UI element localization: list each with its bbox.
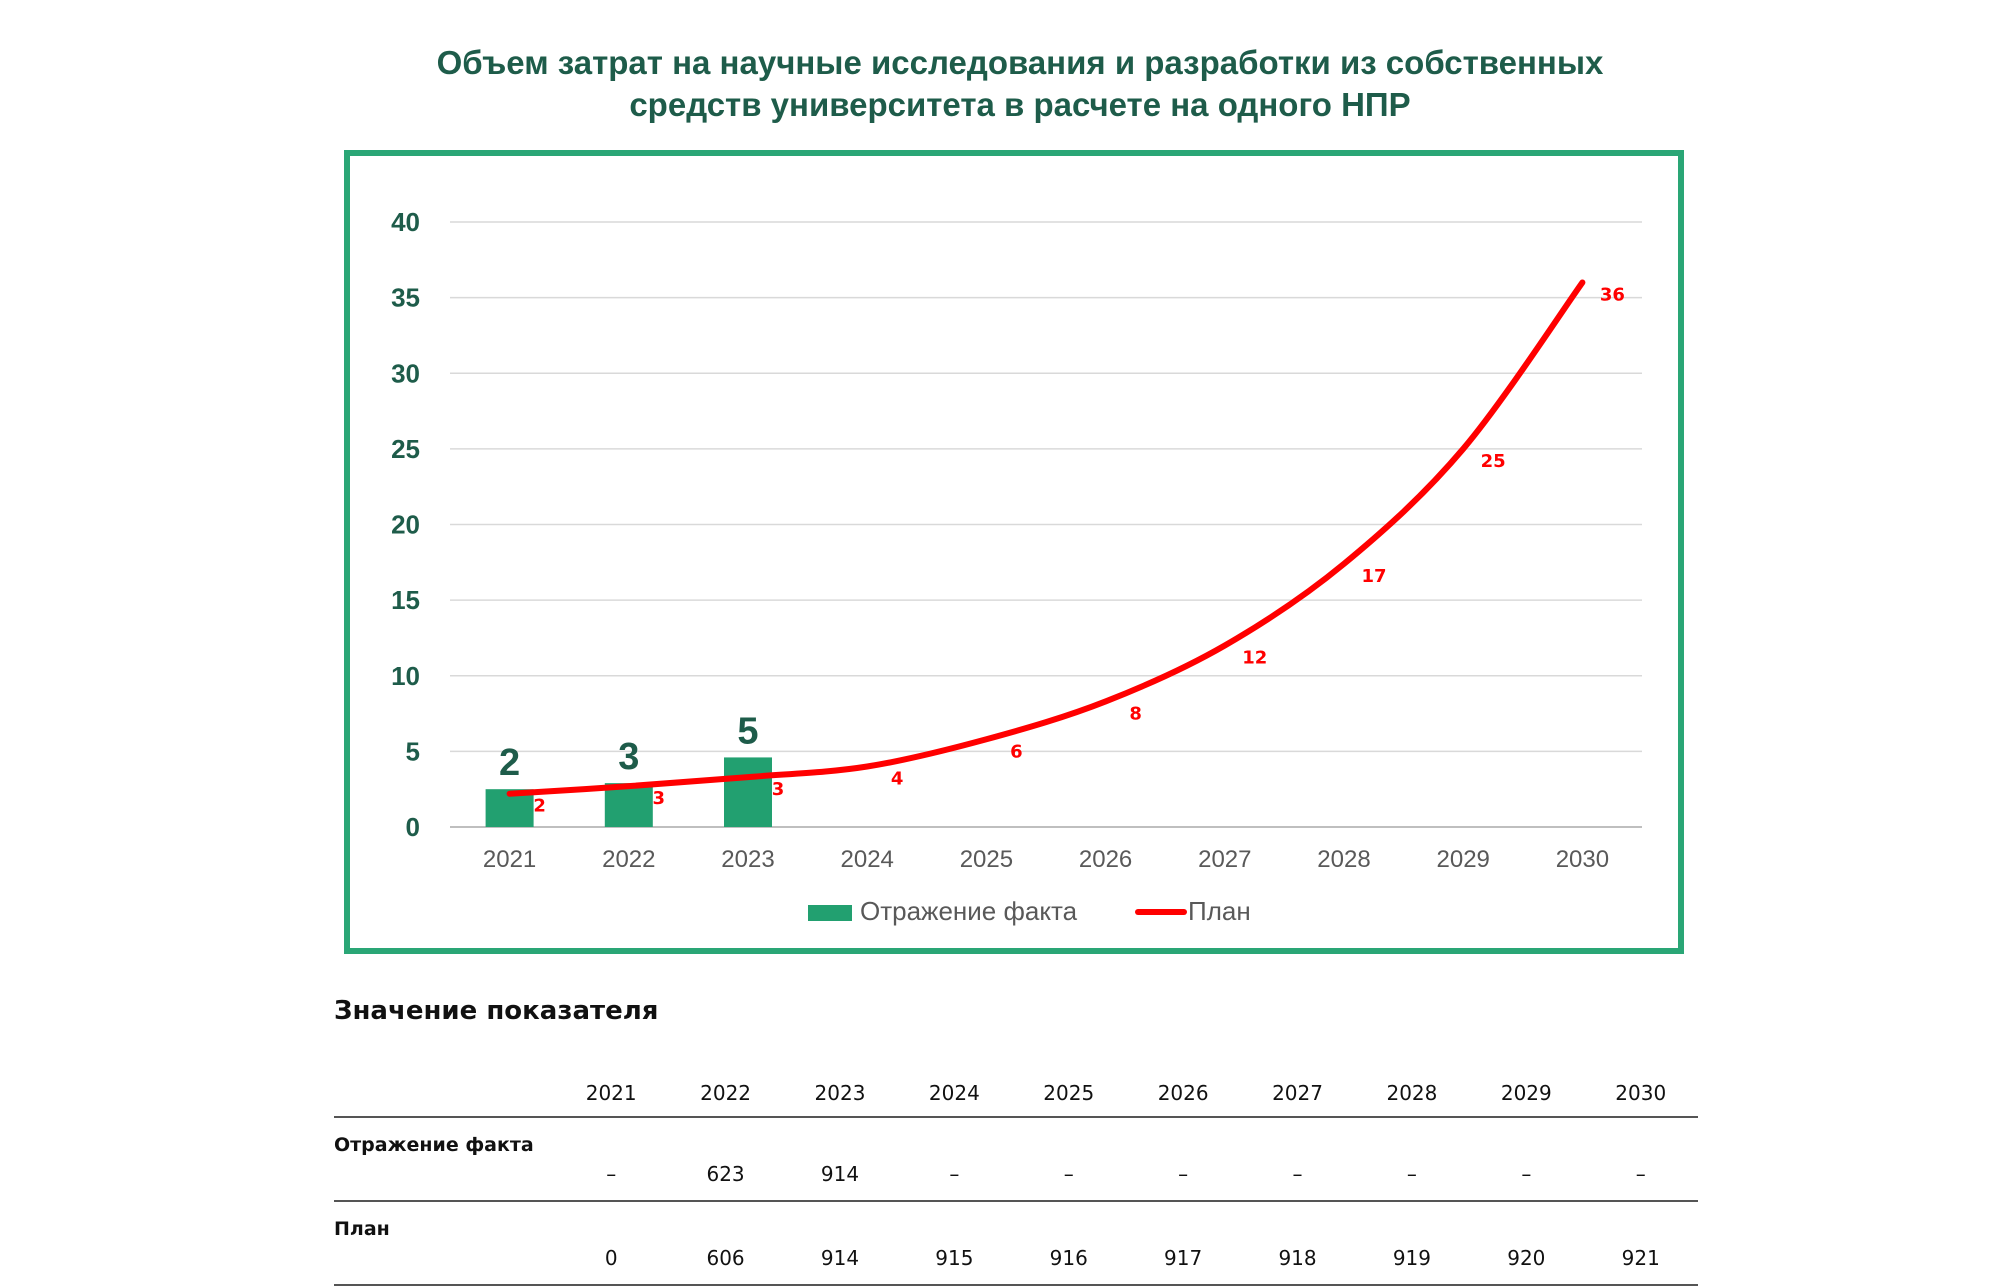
x-tick-label: 2022	[602, 846, 655, 873]
table-cell: –	[1011, 1116, 1126, 1201]
table-header-empty	[334, 1070, 554, 1117]
line-data-label: 2	[533, 796, 546, 817]
legend-label-fact: Отражение факта	[860, 896, 1078, 926]
table-header-year: 2021	[585, 1081, 637, 1105]
line-data-label: 25	[1481, 451, 1506, 472]
legend-swatch-fact	[808, 905, 852, 921]
chart-title-line-1: Объем затрат на научные исследования и р…	[436, 44, 1604, 81]
table-cell: –	[1354, 1116, 1470, 1201]
x-tick-label: 2023	[721, 846, 774, 873]
x-tick-label: 2029	[1437, 846, 1490, 873]
table-header-year: 2029	[1500, 1081, 1552, 1105]
bar-data-label: 2	[499, 742, 520, 784]
y-tick-label: 10	[391, 661, 420, 691]
bar-data-label: 5	[737, 710, 758, 752]
line-data-label: 36	[1600, 285, 1625, 306]
line-data-label: 3	[772, 779, 785, 800]
x-tick-label: 2024	[841, 846, 894, 873]
table-row: План 0 606 914 915 916 917 918 919 920 921	[334, 1200, 1698, 1286]
y-tick-label: 0	[406, 812, 420, 842]
y-axis: 0 5 10 15 20 25 30 35 40	[391, 207, 420, 842]
table-cell: –	[1125, 1116, 1241, 1201]
table-cell: 919	[1354, 1200, 1470, 1286]
table-cell: 921	[1583, 1200, 1698, 1286]
x-tick-label: 2027	[1198, 846, 1251, 873]
table-header-year: 2028	[1386, 1081, 1438, 1105]
gridlines	[450, 221, 1642, 828]
chart-frame: 0 5 10 15 20 25 30 35 40 2021 2022 2023 2024 2025 202…	[344, 150, 1684, 954]
y-tick-label: 40	[391, 207, 420, 237]
table-cell: 0	[554, 1200, 669, 1286]
line-data-label: 17	[1361, 566, 1386, 587]
line-point	[1462, 447, 1465, 450]
legend-label-plan: План	[1188, 896, 1251, 926]
chart-title: Объем затрат на научные исследования и р…	[250, 42, 1790, 126]
bar	[724, 757, 772, 827]
table-row: Отражение факта –623 914– – – – – – –	[334, 1116, 1698, 1201]
table-cell: 914	[782, 1200, 898, 1286]
y-tick-label: 35	[391, 283, 420, 313]
table-body: Отражение факта –623 914– – – – – – – План 0 606 914…	[334, 1116, 1698, 1286]
table-header-year: 2022	[700, 1081, 752, 1105]
line-point	[1343, 562, 1345, 565]
x-tick-label: 2021	[483, 846, 536, 873]
table-title: Значение показателя	[334, 996, 659, 1026]
line-point	[747, 776, 749, 779]
line-data-label: 4	[891, 769, 904, 790]
x-tick-label: 2030	[1556, 846, 1609, 873]
table-cell: –	[554, 1116, 669, 1201]
plan-line	[506, 279, 1586, 797]
table-cell: 920	[1469, 1200, 1584, 1286]
y-tick-label: 15	[391, 585, 420, 615]
table-cell: –	[1469, 1116, 1584, 1201]
table-cell: 918	[1240, 1200, 1355, 1286]
y-tick-label: 5	[406, 736, 420, 766]
table-cell: –	[1240, 1116, 1355, 1201]
x-tick-label: 2025	[960, 846, 1013, 873]
legend: Отражение факта План	[808, 896, 1251, 926]
chart-title-line-2: средств университета в расчете на одного…	[629, 86, 1411, 123]
y-tick-label: 25	[391, 434, 420, 464]
line-point	[1223, 644, 1226, 647]
line-data-label: 8	[1129, 703, 1142, 724]
line-point	[508, 792, 511, 795]
line-point	[985, 738, 988, 741]
table-cell: 623	[668, 1116, 783, 1201]
x-axis: 2021 2022 2023 2024 2025 2026 2027 2028 2029 2030	[483, 846, 1609, 873]
table-cell: 917	[1125, 1200, 1241, 1286]
table-row-label: План	[334, 1200, 554, 1286]
table-header-year: 2027	[1272, 1081, 1323, 1105]
x-tick-label: 2028	[1317, 846, 1370, 873]
values-table: 2021 2022 2023 2024 2025 2026 2027 2028 2029 2030…	[334, 1070, 1698, 1286]
y-tick-label: 30	[391, 358, 420, 388]
table-cell: 914	[782, 1116, 898, 1201]
table-cell: –	[897, 1116, 1012, 1201]
table-cell: –	[1583, 1116, 1698, 1201]
line-point	[627, 785, 630, 788]
x-tick-label: 2026	[1079, 846, 1132, 873]
table-cell: 916	[1011, 1200, 1126, 1286]
table-header-year: 2026	[1157, 1081, 1209, 1105]
table-cell: 915	[897, 1200, 1012, 1286]
table-header-year: 2030	[1615, 1081, 1667, 1105]
y-tick-label: 20	[391, 510, 420, 540]
line-point	[1104, 700, 1107, 703]
table-row-label: Отражение факта	[334, 1116, 554, 1201]
table-header-row: 2021 2022 2023 2024 2025 2026 2027 2028 2029 2030	[334, 1070, 1698, 1117]
line-data-label: 12	[1242, 648, 1267, 669]
table-header-year: 2024	[928, 1081, 980, 1105]
table-header-year: 2025	[1043, 1081, 1095, 1105]
line-point	[866, 765, 869, 768]
table-header-year: 2023	[814, 1081, 866, 1105]
bar-series-fact: 2 3 5	[485, 710, 772, 827]
line-point	[1581, 281, 1584, 284]
bar	[604, 783, 653, 827]
line-data-label: 3	[653, 788, 666, 809]
line-data-label: 6	[1010, 741, 1023, 762]
bar-data-label: 3	[618, 736, 639, 778]
table-cell: 606	[668, 1200, 783, 1286]
